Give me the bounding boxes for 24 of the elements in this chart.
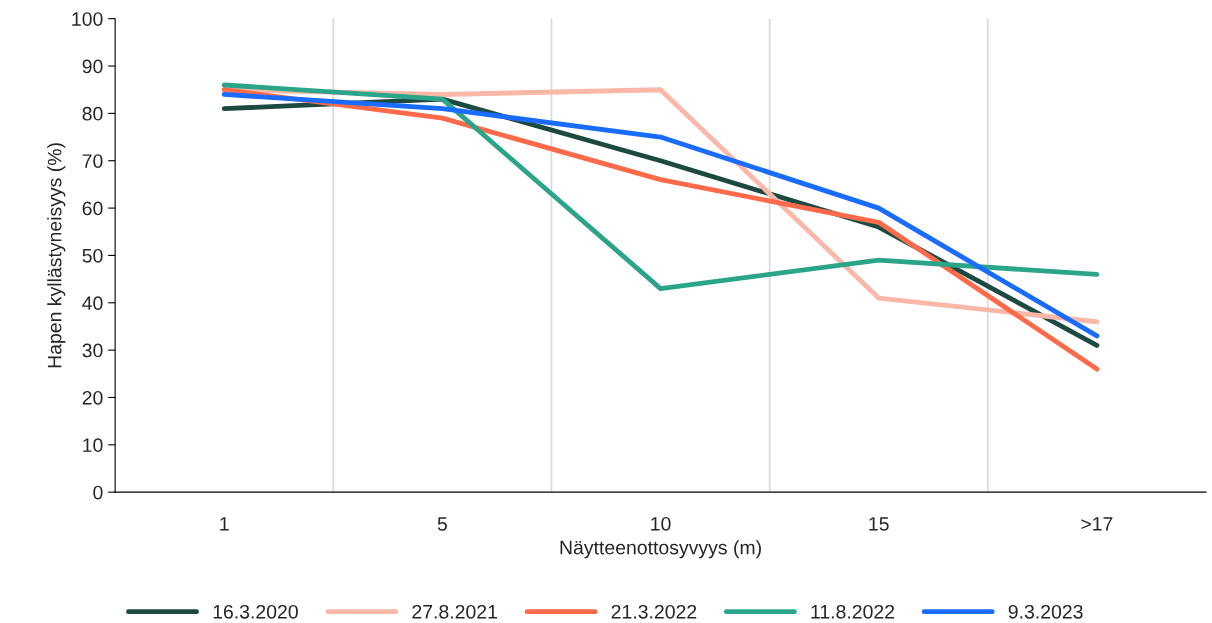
y-tick-label: 70 [82,154,103,168]
y-tick-label: 100 [72,12,103,26]
x-tick-label: 15 [869,517,889,531]
legend-label: 21.3.2022 [611,604,697,619]
x-tick-label: >17 [1081,517,1113,531]
y-tick-label: 10 [83,438,103,453]
x-tick-label: 10 [651,516,671,531]
x-tick-label: 1 [220,517,229,531]
x-axis-title: Näytteenottosyvyys (m) [560,540,761,559]
y-tick-label: 90 [82,59,103,74]
legend-label: 9.3.2023 [1008,604,1083,619]
y-axis-title: Hapen kyllästyneisyys (%) [47,143,66,368]
y-tick-label: 50 [82,248,103,263]
line-series [221,82,1100,291]
legend-label: 27.8.2021 [412,604,497,619]
y-tick-label: 40 [82,296,103,311]
y-tick-label: 80 [82,106,103,121]
legend-label: 11.8.2022 [811,604,895,619]
y-tick-label: 60 [82,201,103,216]
x-tick-label: 5 [437,517,447,531]
y-tick-label: 20 [82,390,103,405]
legend-label: 16.3.2020 [213,604,298,619]
y-tick-label: 30 [82,343,103,358]
y-tick-label: 0 [93,485,103,500]
